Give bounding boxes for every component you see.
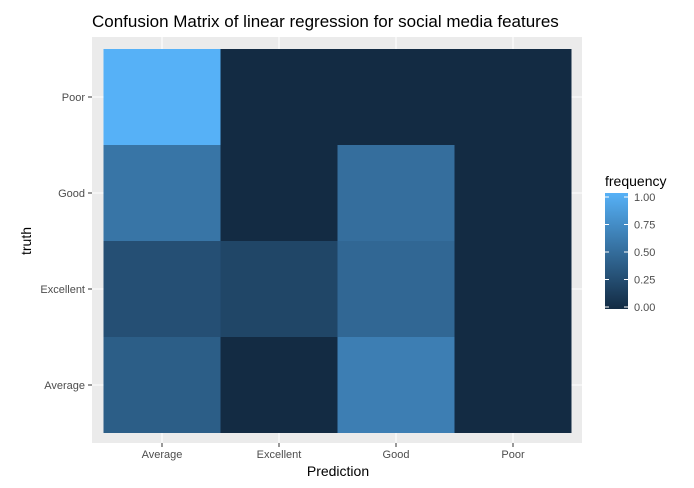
heatmap-cell-average-excellent [103, 241, 221, 337]
y-axis-title: truth [18, 227, 34, 255]
legend-title: frequency [605, 173, 666, 189]
legend-tick-label: 0.00 [634, 302, 655, 314]
x-tick-label: Average [142, 449, 183, 461]
legend-ticks: 0.00 0.25 0.50 0.75 1.00 [605, 192, 655, 314]
heatmap-cell-average-good [103, 145, 221, 241]
legend-tick-label: 0.75 [634, 220, 655, 232]
heatmap-cells [103, 49, 572, 433]
heatmap-cell-poor-good [454, 145, 572, 241]
y-tick-label: Good [58, 188, 85, 200]
legend-colorbar [605, 193, 628, 309]
heatmap-cell-good-poor [337, 49, 455, 145]
y-tick-label: Poor [62, 92, 86, 104]
legend-tick-label: 0.50 [634, 247, 655, 259]
x-tick-label: Poor [501, 449, 525, 461]
y-axis: Average Excellent Good Poor [40, 92, 92, 392]
chart-title: Confusion Matrix of linear regression fo… [92, 12, 559, 31]
x-tick-label: Excellent [257, 449, 302, 461]
heatmap-cell-excellent-excellent [220, 241, 338, 337]
heatmap-cell-good-average [337, 337, 455, 433]
heatmap-cell-excellent-good [220, 145, 338, 241]
heatmap-cell-good-good [337, 145, 455, 241]
x-axis-title: Prediction [307, 463, 369, 479]
heatmap-cell-poor-average [454, 337, 572, 433]
heatmap-cell-average-poor [103, 49, 221, 145]
legend-tick-label: 1.00 [634, 192, 655, 204]
y-tick-label: Average [44, 380, 85, 392]
y-tick-label: Excellent [40, 284, 85, 296]
heatmap-cell-good-excellent [337, 241, 455, 337]
legend: frequency 0.00 0.25 0.50 0.75 1.00 [605, 173, 666, 314]
legend-tick-label: 0.25 [634, 275, 655, 287]
heatmap-cell-excellent-average [220, 337, 338, 433]
heatmap-cell-average-average [103, 337, 221, 433]
heatmap-cell-poor-excellent [454, 241, 572, 337]
heatmap-cell-excellent-poor [220, 49, 338, 145]
heatmap-cell-poor-poor [454, 49, 572, 145]
x-tick-label: Good [383, 449, 410, 461]
x-axis: Average Excellent Good Poor [142, 443, 525, 461]
